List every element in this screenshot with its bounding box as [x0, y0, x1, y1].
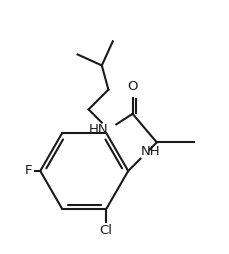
Text: HN: HN: [88, 123, 108, 136]
Text: O: O: [127, 80, 137, 93]
Text: Cl: Cl: [99, 225, 112, 237]
Text: F: F: [25, 164, 32, 178]
Text: NH: NH: [140, 145, 160, 158]
